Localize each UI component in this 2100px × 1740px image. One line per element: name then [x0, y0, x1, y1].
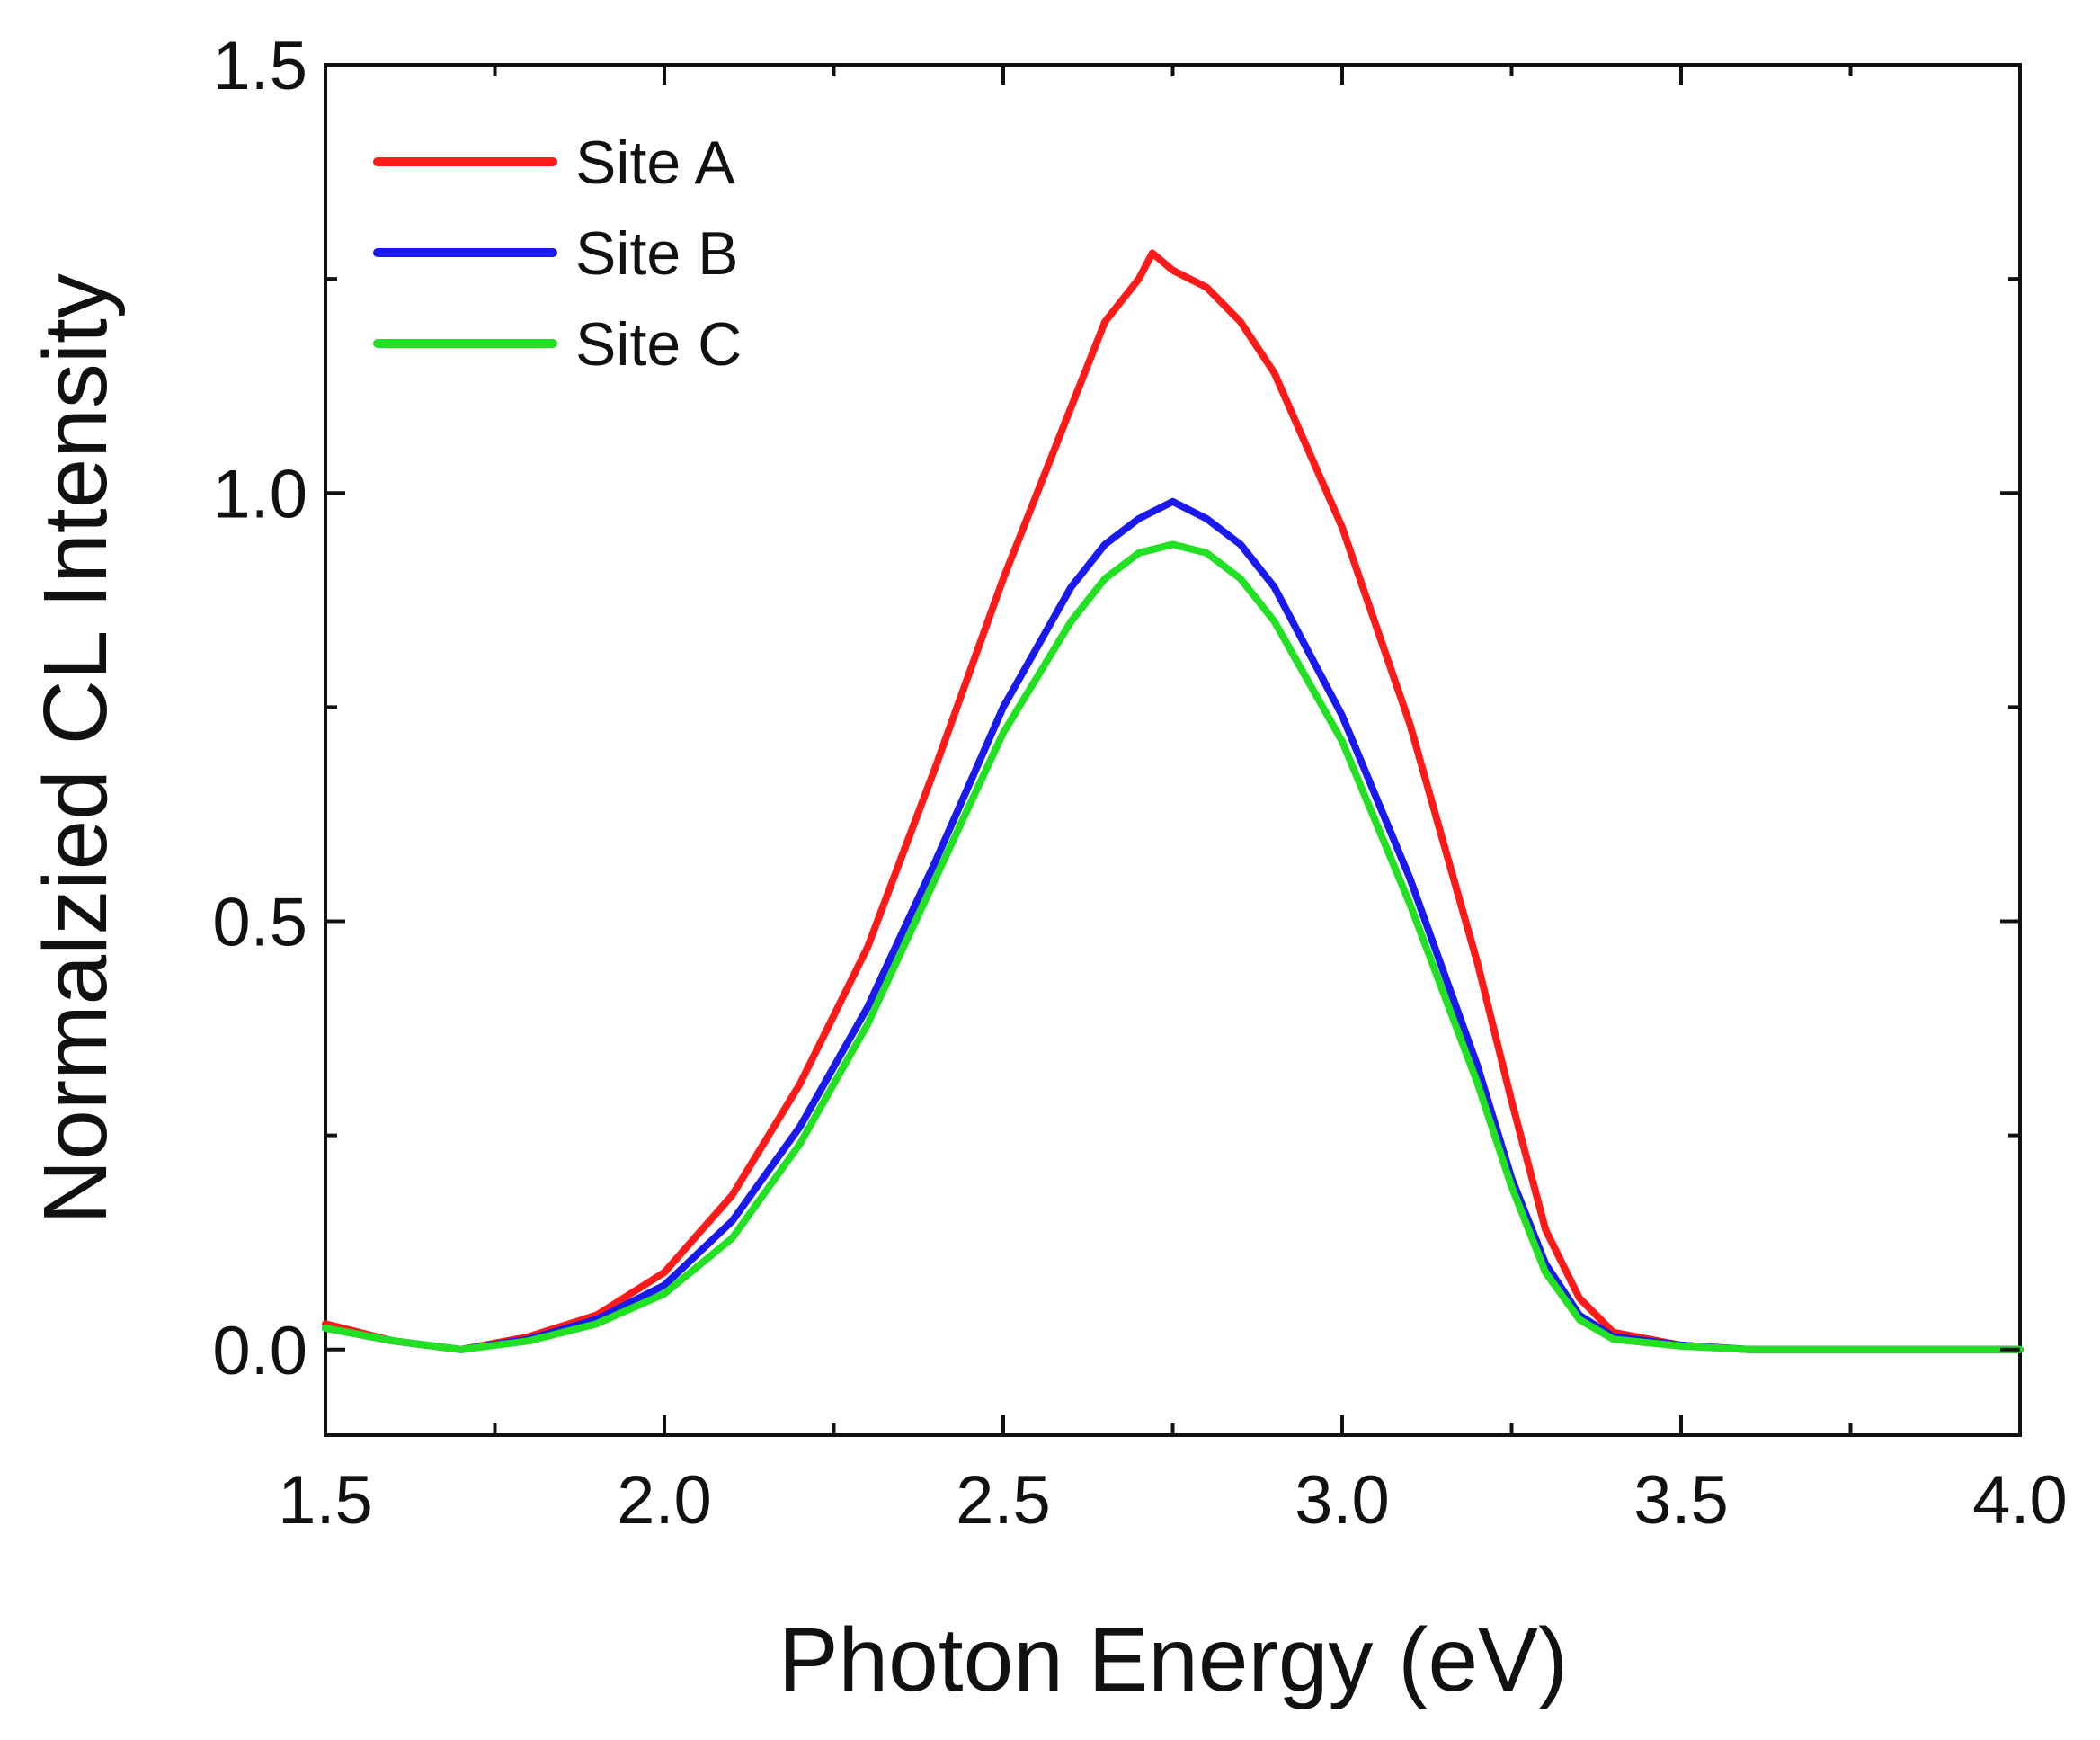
- x-tick-label: 1.5: [278, 1462, 373, 1539]
- series-line-2: [322, 497, 2024, 1353]
- x-tick-label: 2.5: [956, 1462, 1051, 1539]
- legend-label-3: Site C: [575, 310, 742, 379]
- y-tick-label: 0.5: [212, 885, 307, 961]
- legend-label-2: Site B: [575, 219, 738, 288]
- x-tick-label: 4.0: [1972, 1462, 2068, 1539]
- y-tick-label: 1.0: [212, 456, 307, 532]
- y-tick-label: 1.5: [212, 28, 307, 104]
- x-tick-label: 3.5: [1633, 1462, 1729, 1539]
- legend-label-1: Site A: [575, 129, 735, 197]
- x-tick-label: 3.0: [1295, 1462, 1390, 1539]
- tick-labels-layer: 1.5 2.0 2.5 3.0 3.5 4.0 0.0 0.5 1.0 1.5: [212, 28, 2067, 1539]
- ticks-layer: [324, 63, 2022, 1435]
- series-line-1: [322, 249, 2024, 1353]
- legend: Site A Site B Site C: [373, 129, 742, 379]
- series-line-3: [322, 540, 2024, 1353]
- x-axis-title: Photon Energy (eV): [779, 1610, 1568, 1710]
- y-axis-title: Normalzied CL Intensity: [25, 273, 126, 1225]
- y-tick-label: 0.0: [212, 1313, 307, 1389]
- x-tick-label: 2.0: [617, 1462, 712, 1539]
- curves-layer: [322, 249, 2024, 1353]
